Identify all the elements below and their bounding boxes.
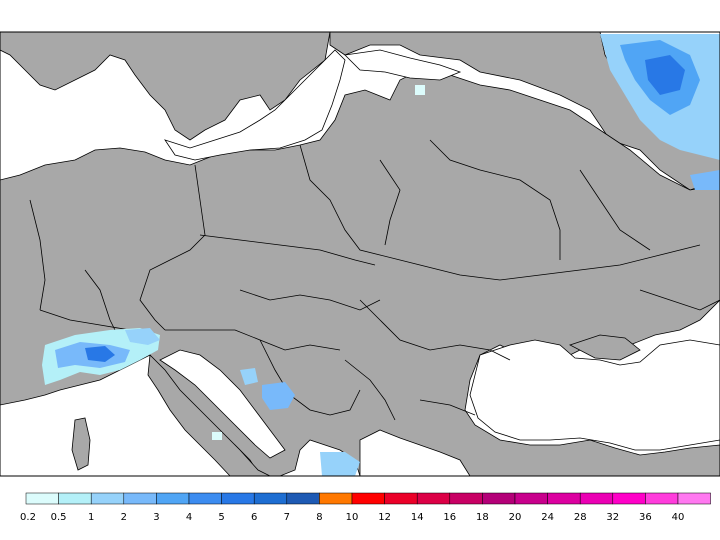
country-borders: [29, 139, 720, 421]
legend-swatch-6: [221, 492, 255, 505]
legend-swatch-15: [514, 492, 548, 505]
legend-label-9: 8: [316, 512, 322, 523]
legend-label-7: 6: [251, 512, 257, 523]
legend-label-19: 36: [639, 512, 652, 523]
legend-label-4: 3: [153, 512, 159, 523]
legend-swatch-2: [90, 492, 125, 505]
legend-label-12: 14: [411, 512, 424, 523]
legend-swatch-19: [645, 492, 679, 505]
legend-swatch-1: [58, 492, 92, 505]
legend-swatch-9: [319, 492, 353, 505]
legend-swatch-16: [547, 492, 581, 505]
legend-swatch-14: [482, 492, 516, 505]
precipitation-layer: [42, 34, 720, 476]
map-frame: [0, 31, 720, 477]
legend-swatch-12: [416, 492, 451, 505]
precip-patch-balkans: [240, 368, 258, 385]
legend-label-13: 16: [443, 512, 456, 523]
legend-swatch-11: [384, 492, 418, 505]
legend-swatch-17: [579, 492, 614, 505]
legend-swatch-4: [156, 492, 190, 505]
legend: 0.2 0.5 1 2 3 4 5 6 7 8 10 12 14 16 18 20 24 28 32 36 40: [20, 492, 711, 523]
land-sardinia: [71, 417, 91, 471]
legend-label-14: 18: [476, 512, 489, 523]
legend-label-15: 20: [509, 512, 522, 523]
legend-swatch-13: [449, 492, 483, 505]
legend-label-20: 40: [672, 512, 685, 523]
legend-label-0: 0.2: [20, 512, 36, 523]
baltic-sea: [164, 49, 346, 161]
legend-swatch-7: [253, 492, 288, 505]
black-sea: [469, 339, 720, 451]
gulf-of-finland: [344, 49, 462, 81]
legend-label-18: 32: [606, 512, 619, 523]
legend-label-16: 24: [541, 512, 554, 523]
precip-patch-greece: [320, 452, 360, 476]
legend-label-3: 2: [121, 512, 127, 523]
legend-swatch-20: [677, 492, 711, 505]
legend-swatch-5: [188, 492, 222, 505]
legend-label-10: 10: [346, 512, 359, 523]
legend-label-17: 28: [574, 512, 587, 523]
legend-label-6: 5: [218, 512, 224, 523]
legend-label-5: 4: [186, 512, 192, 523]
legend-swatch-0: [25, 492, 59, 505]
legend-swatch-3: [123, 492, 157, 505]
legend-label-1: 0.5: [51, 512, 67, 523]
legend-label-8: 7: [284, 512, 290, 523]
land-crimea: [568, 334, 641, 361]
adriatic-sea: [159, 349, 286, 459]
legend-label-11: 12: [378, 512, 391, 523]
legend-swatch-10: [351, 492, 385, 505]
legend-swatch-8: [286, 492, 320, 505]
legend-swatch-18: [612, 492, 646, 505]
legend-label-2: 1: [88, 512, 94, 523]
